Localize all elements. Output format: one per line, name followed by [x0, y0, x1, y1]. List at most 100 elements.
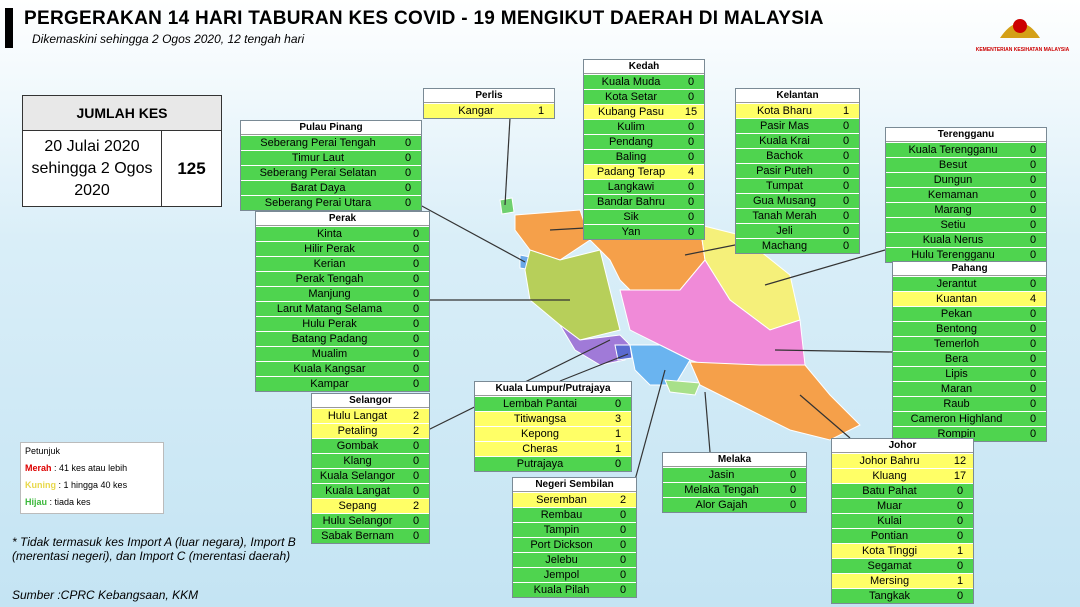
district-row: Kuala Langat 0 [312, 483, 429, 498]
district-row: Larut Matang Selama 0 [256, 301, 429, 316]
district-row: Cheras 1 [475, 441, 631, 456]
district-cases: 0 [687, 211, 695, 223]
district-cases: 4 [1029, 293, 1037, 305]
district-name: Machang [761, 240, 808, 252]
district-cases: 1 [842, 105, 850, 117]
district-name: Kuala Terengganu [908, 144, 998, 156]
district-row: Kota Setar 0 [584, 89, 704, 104]
district-cases: 0 [412, 273, 420, 285]
district-row: Gua Musang 0 [736, 193, 859, 208]
district-cases: 0 [1029, 278, 1037, 290]
state-table: Johor Johor Bahru 12 Kluang 17 Batu Pahat 0 Mua… [831, 438, 974, 604]
district-name: Hilir Perak [304, 243, 355, 255]
district-name: Alor Gajah [695, 499, 748, 511]
district-name: Jerantut [936, 278, 977, 290]
logo-text: KEMENTERIAN KESIHATAN MALAYSIA [975, 47, 1070, 53]
legend-item: Hijau : tiada kes [25, 494, 163, 511]
district-cases: 0 [412, 363, 420, 375]
district-row: Tanah Merah 0 [736, 208, 859, 223]
state-table: Terengganu Kuala Terengganu 0 Besut 0 Dungun 0… [885, 127, 1047, 263]
district-name: Gua Musang [753, 195, 816, 207]
district-cases: 2 [619, 494, 627, 506]
district-cases: 0 [1029, 353, 1037, 365]
district-name: Klang [343, 455, 372, 467]
district-cases: 0 [956, 560, 964, 572]
district-name: Cheras [522, 443, 558, 455]
district-cases: 0 [1029, 189, 1037, 201]
state-table: Pulau Pinang Seberang Perai Tengah 0 Timur … [240, 120, 422, 211]
district-row: Setiu 0 [886, 217, 1046, 232]
state-name: Negeri Sembilan [513, 478, 636, 492]
district-name: Larut Matang Selama [276, 303, 383, 315]
district-cases: 15 [684, 106, 698, 118]
district-name: Petaling [337, 425, 378, 437]
district-name: Sabak Bernam [321, 530, 394, 542]
district-cases: 0 [1029, 308, 1037, 320]
district-row: Hilir Perak 0 [256, 241, 429, 256]
district-name: Kuala Krai [759, 135, 810, 147]
district-name: Pasir Puteh [756, 165, 813, 177]
legend-desc: : 1 hingga 40 kes [58, 480, 128, 490]
district-name: Kota Bharu [756, 105, 813, 117]
district-row: Kuala Terengganu 0 [886, 142, 1046, 157]
district-name: Jeli [776, 225, 793, 237]
state-name: Kuala Lumpur/Putrajaya [475, 382, 631, 396]
district-cases: 0 [614, 398, 622, 410]
district-cases: 0 [1029, 174, 1037, 186]
district-cases: 0 [956, 530, 964, 542]
total-label: JUMLAH KES [23, 96, 221, 131]
state-name: Perlis [424, 89, 554, 103]
district-name: Kulim [617, 121, 645, 133]
district-row: Gombak 0 [312, 438, 429, 453]
district-cases: 0 [614, 458, 622, 470]
state-table: Kedah Kuala Muda 0 Kota Setar 0 Kubang Pasu 15… [583, 59, 705, 240]
district-row: Baling 0 [584, 149, 704, 164]
district-name: Melaka Tengah [684, 484, 759, 496]
district-row: Jelebu 0 [513, 552, 636, 567]
district-cases: 0 [789, 484, 797, 496]
district-name: Pekan [940, 308, 973, 320]
district-cases: 0 [789, 499, 797, 511]
state-name: Pahang [893, 262, 1046, 276]
district-cases: 0 [412, 485, 420, 497]
district-name: Port Dickson [530, 539, 593, 551]
district-cases: 4 [687, 166, 695, 178]
legend-item: Kuning : 1 hingga 40 kes [25, 477, 163, 494]
district-name: Sik [623, 211, 639, 223]
district-name: Putrajaya [516, 458, 564, 470]
legend-term: Merah [25, 463, 52, 473]
district-name: Kuala Kangsar [293, 363, 366, 375]
district-name: Kemaman [927, 189, 979, 201]
title: PERGERAKAN 14 HARI TABURAN KES COVID - 1… [24, 8, 824, 29]
district-name: Kinta [316, 228, 343, 240]
district-row: Jempol 0 [513, 567, 636, 582]
district-name: Maran [940, 383, 973, 395]
district-name: Kuala Langat [325, 485, 390, 497]
district-row: Tangkak 0 [832, 588, 973, 603]
district-row: Seberang Perai Utara 0 [241, 195, 421, 210]
district-name: Cameron Highland [910, 413, 1003, 425]
district-name: Tampin [543, 524, 580, 536]
district-cases: 0 [412, 288, 420, 300]
district-name: Kuantan [936, 293, 977, 305]
legend-desc: : 41 kes atau lebih [54, 463, 128, 473]
district-cases: 0 [619, 569, 627, 581]
district-cases: 0 [1029, 338, 1037, 350]
district-row: Pendang 0 [584, 134, 704, 149]
district-cases: 0 [789, 469, 797, 481]
district-name: Bandar Bahru [597, 196, 665, 208]
legend-term: Hijau [25, 497, 48, 507]
state-name: Melaka [663, 453, 806, 467]
district-name: Bera [944, 353, 969, 365]
state-table: Melaka Jasin 0 Melaka Tengah 0 Alor Gajah 0 [662, 452, 807, 513]
state-name: Perak [256, 212, 429, 226]
district-row: Kuala Muda 0 [584, 74, 704, 89]
district-row: Hulu Perak 0 [256, 316, 429, 331]
district-row: Kuala Kangsar 0 [256, 361, 429, 376]
district-row: Seberang Perai Selatan 0 [241, 165, 421, 180]
district-cases: 0 [842, 150, 850, 162]
district-row: Hulu Langat 2 [312, 408, 429, 423]
district-row: Jeli 0 [736, 223, 859, 238]
district-name: Yan [621, 226, 641, 238]
